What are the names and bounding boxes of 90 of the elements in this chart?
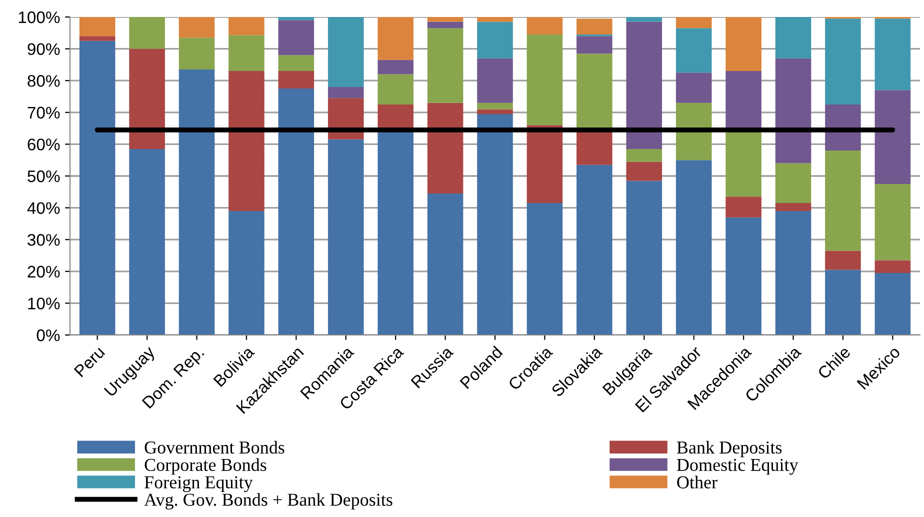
- bar: [676, 160, 712, 335]
- bar: [626, 180, 662, 335]
- bar: [278, 88, 314, 335]
- bar: [477, 109, 513, 114]
- bar: [825, 150, 861, 251]
- y-tick-label: 50%: [28, 170, 60, 182]
- bar: [278, 71, 314, 89]
- bar: [328, 86, 364, 98]
- bar: [775, 58, 812, 164]
- bar: [726, 131, 762, 197]
- bar: [676, 28, 712, 73]
- bar: [427, 22, 464, 28]
- bar: [726, 17, 762, 72]
- bar: [477, 102, 513, 110]
- bar: [129, 17, 165, 49]
- bar: [874, 184, 911, 260]
- legend-label: Other: [677, 476, 718, 488]
- bar: [477, 17, 513, 22]
- bar: [79, 36, 116, 41]
- bar: [775, 17, 812, 58]
- bar: [526, 203, 563, 335]
- bar: [825, 250, 861, 270]
- bar: [775, 163, 812, 204]
- bar: [278, 55, 314, 72]
- legend-label: Domestic Equity: [676, 458, 798, 475]
- bar: [676, 17, 712, 28]
- bar: [178, 38, 215, 70]
- bar: [378, 74, 414, 104]
- bar: [825, 18, 861, 104]
- bar: [228, 71, 264, 211]
- bar: [178, 69, 215, 335]
- y-tick-label: 100%: [18, 11, 60, 24]
- bar: [427, 17, 464, 22]
- bar: [79, 17, 116, 36]
- bar: [874, 90, 911, 184]
- bar: [228, 35, 264, 72]
- y-tick-label: 40%: [27, 202, 60, 214]
- bar: [79, 40, 116, 335]
- bar: [427, 102, 464, 194]
- bar: [178, 17, 215, 38]
- bar: [626, 22, 662, 149]
- bar: [825, 270, 861, 335]
- bar: [427, 28, 464, 103]
- bar: [129, 148, 165, 335]
- bar: [874, 272, 911, 335]
- legend-label: Bank Deposits: [676, 440, 782, 458]
- bar: [328, 139, 364, 335]
- bar: [576, 18, 612, 34]
- bar: [576, 131, 612, 165]
- bar: [626, 17, 662, 22]
- bar: [228, 210, 264, 335]
- y-tick-label: 10%: [28, 298, 60, 310]
- bar: [775, 210, 812, 335]
- bar: [576, 36, 612, 54]
- bar: [328, 17, 364, 87]
- y-tick-label: 70%: [28, 106, 60, 119]
- bar: [676, 102, 712, 160]
- bar: [427, 193, 464, 335]
- y-tick-label: 30%: [28, 234, 60, 246]
- bar: [228, 17, 264, 36]
- bar: [378, 17, 414, 60]
- y-tick-label: 90%: [28, 43, 60, 56]
- y-tick-label: 0%: [36, 329, 60, 342]
- bar: [676, 72, 712, 103]
- bar: [874, 18, 911, 90]
- legend-label: Avg. Gov. Bonds + Bank Deposits: [144, 493, 392, 510]
- bar: [278, 17, 314, 20]
- bar: [278, 20, 314, 56]
- bar: [526, 34, 563, 126]
- bar: [775, 203, 812, 211]
- bar: [477, 114, 513, 335]
- bar: [378, 60, 414, 74]
- y-tick-label: 80%: [28, 75, 60, 87]
- bar: [576, 164, 612, 335]
- legend-label: Corporate Bonds: [144, 458, 266, 475]
- bar: [378, 131, 414, 335]
- bar: [526, 125, 563, 204]
- bar: [526, 17, 563, 34]
- bar: [477, 22, 513, 58]
- y-tick-label: 60%: [28, 138, 60, 150]
- bar: [874, 260, 911, 273]
- bar: [726, 217, 762, 335]
- bar: [129, 48, 165, 149]
- bar: [626, 162, 662, 181]
- bar: [726, 196, 762, 218]
- bar: [626, 148, 662, 162]
- y-tick-label: 20%: [28, 266, 60, 278]
- legend-label: Foreign Equity: [144, 476, 253, 492]
- legend-label: Government Bonds: [144, 440, 284, 454]
- bar: [477, 58, 513, 103]
